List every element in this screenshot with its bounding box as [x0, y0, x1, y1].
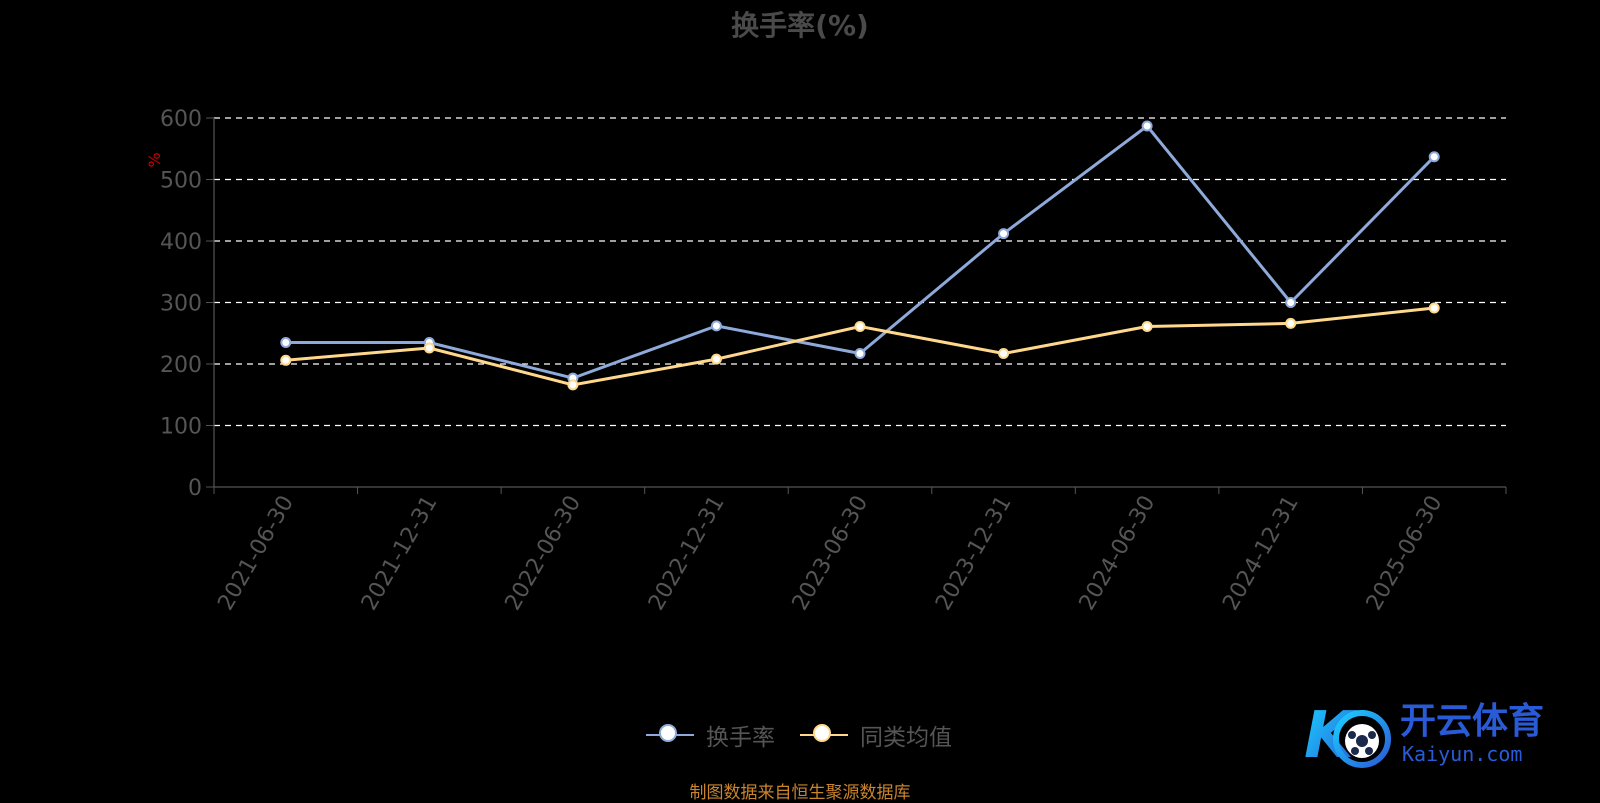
series-lines — [285, 124, 1436, 387]
data-point-series-1 — [1141, 320, 1153, 332]
watermark-cn-text: 开云体育 — [1400, 701, 1544, 742]
x-tick-label: 2024-06-30 — [1075, 492, 1161, 615]
watermark-en-text: Kaiyun.com — [1402, 742, 1522, 766]
x-tick-label: 2023-06-30 — [788, 492, 874, 615]
x-tick-label: 2022-12-31 — [644, 492, 730, 615]
data-source-note: 制图数据来自恒生聚源数据库 — [689, 783, 911, 803]
series-line-0 — [285, 124, 1436, 380]
data-point-series-1 — [854, 320, 866, 332]
y-tick-label: 400 — [160, 230, 202, 255]
data-point-series-0 — [1141, 120, 1153, 132]
legend-swatch-peer-average — [800, 724, 848, 742]
x-tick-label: 2021-06-30 — [213, 492, 299, 615]
x-tick-label: 2024-12-31 — [1218, 492, 1304, 615]
data-point-series-1 — [1428, 302, 1440, 314]
y-tick-label: 300 — [160, 292, 202, 317]
x-tick-label: 2021-12-31 — [357, 492, 443, 615]
data-point-series-0 — [710, 320, 722, 332]
watermark-ring — [1333, 710, 1391, 768]
legend: 换手率 同类均值 — [0, 720, 1600, 751]
series-points — [280, 120, 1440, 391]
axes: 0 100 200 300 400 500 600% 2021-06-30 2021-12-31… — [145, 107, 1507, 615]
data-point-series-1 — [998, 348, 1010, 360]
legend-marker-icon — [659, 724, 677, 742]
data-point-series-0 — [854, 348, 866, 360]
legend-item-turnover[interactable]: 换手率 — [646, 720, 775, 751]
y-tick-label: 100 — [160, 415, 202, 440]
data-point-series-0 — [1428, 151, 1440, 163]
data-point-series-0 — [280, 336, 292, 348]
data-point-series-1 — [710, 353, 722, 365]
data-point-series-1 — [1285, 317, 1297, 329]
y-axis-unit-label: % — [145, 152, 164, 167]
y-tick-label: 0 — [188, 476, 202, 501]
y-tick-label: 200 — [160, 353, 202, 378]
data-point-series-0 — [1285, 297, 1297, 308]
legend-label-peer-average: 同类均值 — [860, 725, 952, 751]
legend-label-turnover: 换手率 — [706, 725, 775, 751]
watermark-logo: K 开云体育 Kaiyun.com — [1304, 699, 1544, 773]
legend-item-peer-average[interactable]: 同类均值 — [800, 720, 952, 751]
data-point-series-1 — [423, 342, 435, 354]
y-tick-label: 600 — [160, 107, 202, 132]
x-tick-label: 2023-12-31 — [931, 492, 1017, 615]
y-tick-label: 500 — [160, 169, 202, 194]
x-tick-label: 2025-06-30 — [1362, 492, 1448, 615]
grid-lines — [214, 117, 1506, 427]
legend-marker-icon — [813, 724, 831, 742]
chart-title: 换手率(%) — [731, 9, 869, 42]
x-tick-label: 2022-06-30 — [501, 492, 587, 615]
legend-swatch-turnover — [646, 724, 694, 742]
series-line-1 — [285, 306, 1435, 387]
data-point-series-1 — [567, 379, 579, 391]
data-point-series-1 — [280, 354, 292, 366]
data-point-series-0 — [998, 228, 1010, 240]
